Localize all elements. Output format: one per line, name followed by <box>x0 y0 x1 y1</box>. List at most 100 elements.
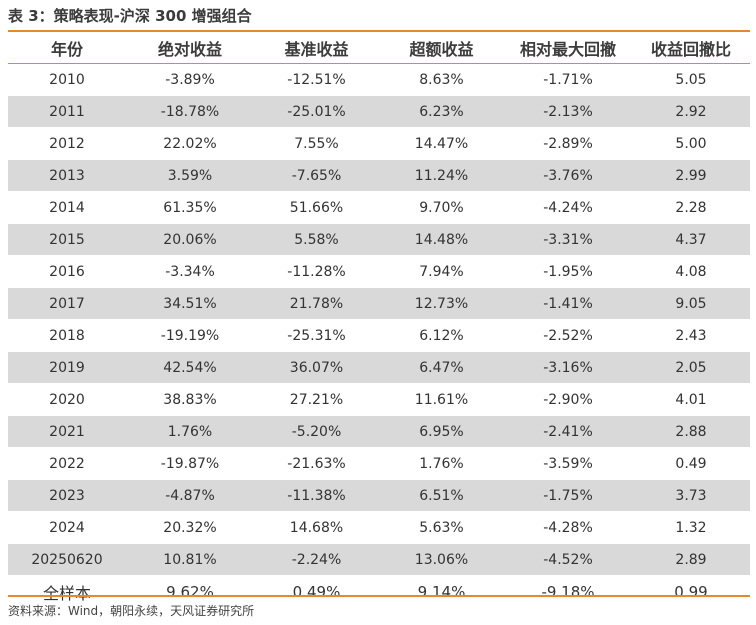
cell-benchmark-return: 0.49% <box>254 575 379 608</box>
cell-excess-return: 5.63% <box>379 511 504 544</box>
table-row: 2011 -18.78% -25.01% 6.23% -2.13% 2.92 <box>8 95 750 128</box>
cell-return-drawdown-ratio: 2.28 <box>632 191 750 224</box>
source-note: 资料来源：Wind，朝阳永续，天风证券研究所 <box>8 604 255 618</box>
cell-absolute-return: -19.87% <box>126 447 254 480</box>
cell-excess-return: 6.51% <box>379 479 504 512</box>
cell-excess-return: 6.47% <box>379 351 504 384</box>
table-row: 2017 34.51% 21.78% 12.73% -1.41% 9.05 <box>8 287 750 320</box>
cell-excess-return: 12.73% <box>379 287 504 320</box>
cell-relative-max-drawdown: -3.31% <box>504 223 632 256</box>
cell-year: 20250620 <box>8 543 126 576</box>
cell-benchmark-return: -11.28% <box>254 255 379 288</box>
performance-table: 年份 绝对收益 基准收益 超额收益 相对最大回撤 收益回撤比 2010 -3.89… <box>8 32 750 608</box>
cell-relative-max-drawdown: -1.75% <box>504 479 632 512</box>
table-row: 2015 20.06% 5.58% 14.48% -3.31% 4.37 <box>8 223 750 256</box>
cell-return-drawdown-ratio: 2.92 <box>632 95 750 128</box>
cell-year: 2019 <box>8 351 126 384</box>
cell-excess-return: 14.48% <box>379 223 504 256</box>
cell-absolute-return: 20.06% <box>126 223 254 256</box>
cell-relative-max-drawdown: -3.16% <box>504 351 632 384</box>
summary-row: 全样本 9.62% 0.49% 9.14% -9.18% 0.99 <box>8 575 750 608</box>
cell-return-drawdown-ratio: 9.05 <box>632 287 750 320</box>
cell-year: 2024 <box>8 511 126 544</box>
cell-absolute-return: 1.76% <box>126 415 254 448</box>
cell-relative-max-drawdown: -1.71% <box>504 63 632 96</box>
cell-year: 2022 <box>8 447 126 480</box>
table-row: 2024 20.32% 14.68% 5.63% -4.28% 1.32 <box>8 511 750 544</box>
cell-year: 2021 <box>8 415 126 448</box>
cell-relative-max-drawdown: -3.59% <box>504 447 632 480</box>
header-year: 年份 <box>8 32 126 64</box>
cell-benchmark-return: -11.38% <box>254 479 379 512</box>
cell-relative-max-drawdown: -4.28% <box>504 511 632 544</box>
cell-absolute-return: -3.89% <box>126 63 254 96</box>
cell-year: 全样本 <box>8 575 126 608</box>
cell-excess-return: 9.70% <box>379 191 504 224</box>
cell-absolute-return: 3.59% <box>126 159 254 192</box>
cell-year: 2010 <box>8 63 126 96</box>
table-row: 2016 -3.34% -11.28% 7.94% -1.95% 4.08 <box>8 255 750 288</box>
cell-relative-max-drawdown: -9.18% <box>504 575 632 608</box>
cell-year: 2013 <box>8 159 126 192</box>
cell-return-drawdown-ratio: 2.43 <box>632 319 750 352</box>
cell-year: 2018 <box>8 319 126 352</box>
cell-return-drawdown-ratio: 2.99 <box>632 159 750 192</box>
table-row: 2018 -19.19% -25.31% 6.12% -2.52% 2.43 <box>8 319 750 352</box>
cell-year: 2023 <box>8 479 126 512</box>
cell-absolute-return: 61.35% <box>126 191 254 224</box>
cell-benchmark-return: -7.65% <box>254 159 379 192</box>
cell-absolute-return: 34.51% <box>126 287 254 320</box>
cell-year: 2015 <box>8 223 126 256</box>
cell-relative-max-drawdown: -1.41% <box>504 287 632 320</box>
cell-relative-max-drawdown: -2.41% <box>504 415 632 448</box>
table-row: 2021 1.76% -5.20% 6.95% -2.41% 2.88 <box>8 415 750 448</box>
cell-excess-return: 14.47% <box>379 127 504 160</box>
cell-return-drawdown-ratio: 2.89 <box>632 543 750 576</box>
cell-excess-return: 6.23% <box>379 95 504 128</box>
cell-return-drawdown-ratio: 5.05 <box>632 63 750 96</box>
cell-absolute-return: 38.83% <box>126 383 254 416</box>
cell-excess-return: 11.61% <box>379 383 504 416</box>
cell-excess-return: 1.76% <box>379 447 504 480</box>
cell-relative-max-drawdown: -2.89% <box>504 127 632 160</box>
cell-return-drawdown-ratio: 0.49 <box>632 447 750 480</box>
cell-year: 2017 <box>8 287 126 320</box>
cell-return-drawdown-ratio: 1.32 <box>632 511 750 544</box>
header-row: 年份 绝对收益 基准收益 超额收益 相对最大回撤 收益回撤比 <box>8 32 750 64</box>
cell-excess-return: 7.94% <box>379 255 504 288</box>
cell-benchmark-return: 27.21% <box>254 383 379 416</box>
cell-benchmark-return: -12.51% <box>254 63 379 96</box>
cell-return-drawdown-ratio: 4.08 <box>632 255 750 288</box>
cell-benchmark-return: -25.01% <box>254 95 379 128</box>
table-row: 2020 38.83% 27.21% 11.61% -2.90% 4.01 <box>8 383 750 416</box>
cell-benchmark-return: 51.66% <box>254 191 379 224</box>
cell-absolute-return: -19.19% <box>126 319 254 352</box>
cell-absolute-return: 10.81% <box>126 543 254 576</box>
header-excess-return: 超额收益 <box>379 32 504 64</box>
table-row: 20250620 10.81% -2.24% 13.06% -4.52% 2.89 <box>8 543 750 576</box>
cell-year: 2011 <box>8 95 126 128</box>
cell-relative-max-drawdown: -2.13% <box>504 95 632 128</box>
cell-excess-return: 9.14% <box>379 575 504 608</box>
header-return-drawdown-ratio: 收益回撤比 <box>632 32 750 64</box>
header-absolute-return: 绝对收益 <box>126 32 254 64</box>
cell-excess-return: 6.95% <box>379 415 504 448</box>
cell-relative-max-drawdown: -4.52% <box>504 543 632 576</box>
table-row: 2012 22.02% 7.55% 14.47% -2.89% 5.00 <box>8 127 750 160</box>
top-rule <box>8 30 750 32</box>
cell-return-drawdown-ratio: 2.05 <box>632 351 750 384</box>
cell-absolute-return: 42.54% <box>126 351 254 384</box>
cell-benchmark-return: 5.58% <box>254 223 379 256</box>
cell-relative-max-drawdown: -4.24% <box>504 191 632 224</box>
table-row: 2022 -19.87% -21.63% 1.76% -3.59% 0.49 <box>8 447 750 480</box>
table-row: 2014 61.35% 51.66% 9.70% -4.24% 2.28 <box>8 191 750 224</box>
header-relative-max-drawdown: 相对最大回撤 <box>504 32 632 64</box>
cell-excess-return: 13.06% <box>379 543 504 576</box>
table-row: 2023 -4.87% -11.38% 6.51% -1.75% 3.73 <box>8 479 750 512</box>
cell-year: 2014 <box>8 191 126 224</box>
cell-benchmark-return: 36.07% <box>254 351 379 384</box>
cell-benchmark-return: 14.68% <box>254 511 379 544</box>
bottom-rule <box>8 595 750 597</box>
cell-absolute-return: -18.78% <box>126 95 254 128</box>
table-row: 2010 -3.89% -12.51% 8.63% -1.71% 5.05 <box>8 63 750 96</box>
